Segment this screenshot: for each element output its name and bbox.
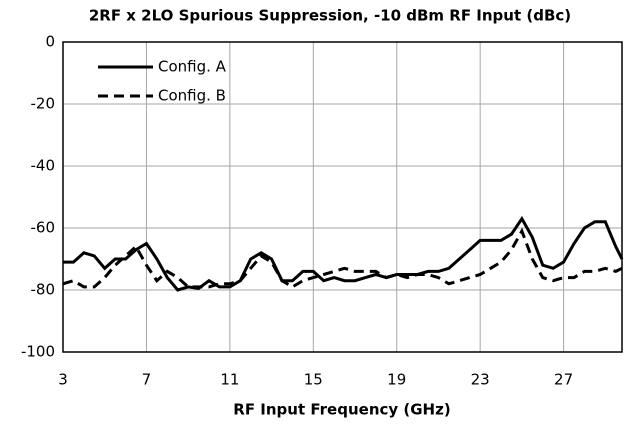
x-tick-label: 7 bbox=[142, 371, 152, 389]
x-axis-label: RF Input Frequency (GHz) bbox=[233, 401, 450, 419]
series-line bbox=[63, 215, 624, 292]
x-tick-label: 15 bbox=[304, 371, 323, 389]
y-tick-label: -100 bbox=[21, 343, 55, 361]
legend-label: Config. A bbox=[158, 58, 227, 76]
x-tick-label: 3 bbox=[58, 371, 68, 389]
y-tick-label: -60 bbox=[31, 219, 56, 237]
x-tick-label: 23 bbox=[471, 371, 490, 389]
series-line bbox=[62, 227, 623, 289]
x-tick-label: 11 bbox=[220, 371, 239, 389]
y-tick-label: 0 bbox=[45, 33, 55, 51]
chart-title: 2RF x 2LO Spurious Suppression, -10 dBm … bbox=[89, 7, 571, 25]
x-tick-label: 19 bbox=[387, 371, 406, 389]
plot-frame bbox=[62, 41, 623, 353]
y-tick-label: -20 bbox=[31, 95, 56, 113]
x-tick-label: 27 bbox=[554, 371, 573, 389]
y-tick-label: -80 bbox=[31, 281, 56, 299]
legend-label: Config. B bbox=[158, 87, 226, 105]
y-tick-label: -40 bbox=[31, 157, 56, 175]
